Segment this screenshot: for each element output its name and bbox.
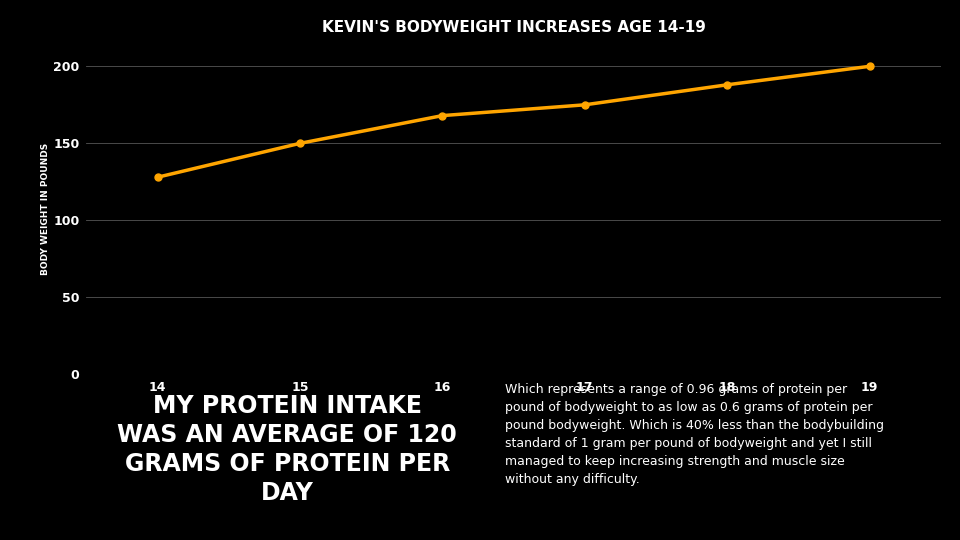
Text: Which represents a range of 0.96 grams of protein per
pound of bodyweight to as : Which represents a range of 0.96 grams o… — [505, 383, 884, 485]
Text: MY PROTEIN INTAKE
WAS AN AVERAGE OF 120
GRAMS OF PROTEIN PER
DAY: MY PROTEIN INTAKE WAS AN AVERAGE OF 120 … — [117, 394, 457, 504]
Y-axis label: BODY WEIGHT IN POUNDS: BODY WEIGHT IN POUNDS — [41, 143, 51, 275]
Title: KEVIN'S BODYWEIGHT INCREASES AGE 14-19: KEVIN'S BODYWEIGHT INCREASES AGE 14-19 — [322, 20, 706, 35]
